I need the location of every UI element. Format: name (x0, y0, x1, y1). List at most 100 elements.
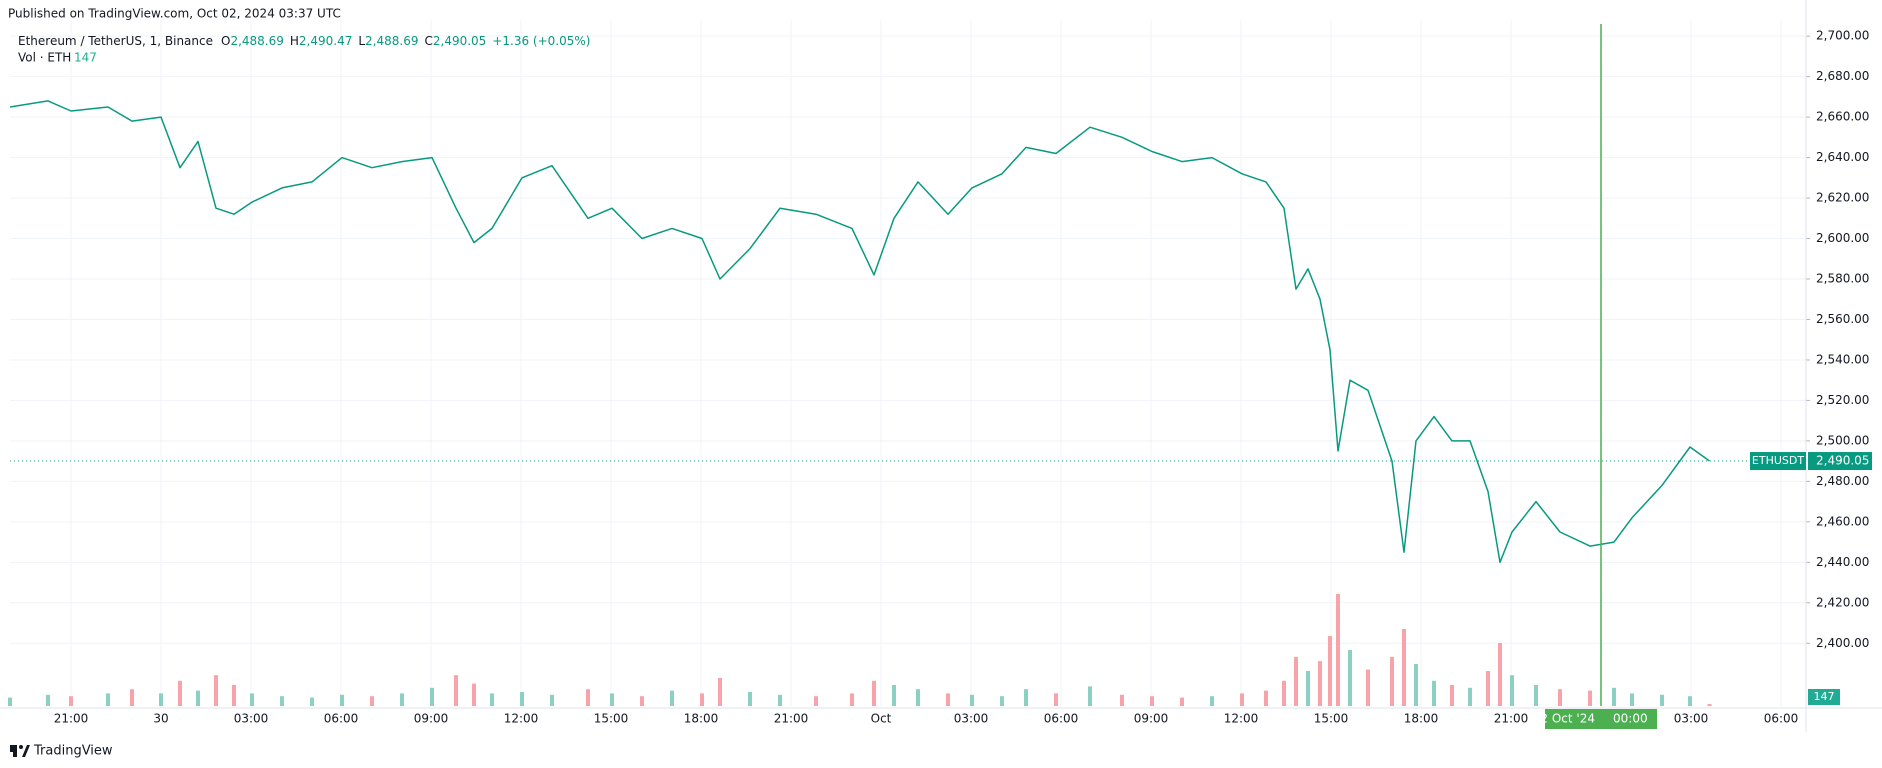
volume-bar (850, 693, 854, 706)
volume-bar (1088, 686, 1092, 706)
x-tick-label: Oct (871, 712, 892, 726)
volume-bar (1120, 694, 1124, 706)
y-tick-label: 2,520.00 (1816, 393, 1869, 407)
y-tick-label: 2,420.00 (1816, 595, 1869, 609)
legend-ohlc-value: 2,488.69 (365, 34, 418, 48)
crosshair-tag (1545, 709, 1657, 729)
x-tick-label: 15:00 (1314, 712, 1349, 726)
volume-bar (1534, 685, 1538, 706)
volume-bar (946, 693, 950, 706)
volume-bar (1510, 675, 1514, 706)
volume-bar (196, 690, 200, 706)
volume-bar (472, 683, 476, 706)
volume-bar (718, 678, 722, 706)
volume-bar (520, 692, 524, 706)
last-price-name: ETHUSDT (1752, 454, 1804, 467)
legend-ohlc-key: C (424, 34, 432, 48)
x-tick-label: 03:00 (1674, 712, 1709, 726)
volume-bar (1414, 664, 1418, 706)
volume-bar (892, 685, 896, 706)
volume-bar (1336, 594, 1340, 706)
volume-bar (1150, 696, 1154, 706)
y-tick-label: 2,600.00 (1816, 231, 1869, 245)
volume-bar (1660, 694, 1664, 706)
x-tick-label: 21:00 (1494, 712, 1529, 726)
price-line (9, 100, 1710, 564)
x-tick-label: 15:00 (594, 712, 629, 726)
volume-bar (670, 690, 674, 706)
volume-legend-name: Vol · ETH (18, 51, 71, 65)
x-tick-label: 06:00 (324, 712, 359, 726)
legend-ohlc-value: 2,490.47 (299, 34, 352, 48)
legend-symbol: Ethereum / TetherUS, 1, Binance (18, 34, 213, 48)
legend-ohlc-key: O (221, 34, 230, 48)
volume-bar (454, 675, 458, 706)
x-tick-label: 21:00 (774, 712, 809, 726)
volume-bar (1588, 690, 1592, 706)
volume-bar (1180, 697, 1184, 706)
volume-bar (872, 680, 876, 706)
logo-mark (19, 745, 23, 749)
legend-ohlc-value: 2,490.05 (433, 34, 486, 48)
volume-bar (1282, 680, 1286, 706)
volume-bar (1294, 657, 1298, 706)
y-tick-label: 2,660.00 (1816, 110, 1869, 124)
volume-bar (430, 687, 434, 706)
volume-bar (340, 694, 344, 706)
y-tick-label: 2,400.00 (1816, 636, 1869, 650)
volume-bar (1612, 687, 1616, 706)
x-tick-label: 12:00 (504, 712, 539, 726)
volume-bar (232, 685, 236, 706)
volume-bar (130, 689, 134, 706)
volume-bar (1688, 696, 1692, 706)
volume-bar (814, 696, 818, 706)
volume-bar (280, 696, 284, 706)
volume-bar (1468, 687, 1472, 706)
y-tick-label: 2,460.00 (1816, 514, 1869, 528)
x-tick-label: 21:00 (54, 712, 89, 726)
volume-bar (1240, 693, 1244, 706)
volume-bar (106, 693, 110, 706)
crosshair-time: 00:00 (1613, 712, 1648, 726)
last-price-box (1808, 452, 1872, 471)
logo-mark (13, 745, 17, 757)
volume-bar (178, 680, 182, 706)
volume-bar (640, 696, 644, 706)
volume-bar (1486, 671, 1490, 706)
volume-bar (1024, 689, 1028, 706)
volume-bar (1328, 636, 1332, 706)
x-tick-label: 09:00 (1134, 712, 1169, 726)
volume-tag-label: 147 (1814, 690, 1835, 703)
footer-logo: TradingView (10, 744, 113, 759)
volume-bar (8, 697, 12, 706)
x-tick-label: 09:00 (414, 712, 449, 726)
volume-bar (214, 675, 218, 706)
logo-mark (22, 745, 30, 757)
y-tick-label: 2,700.00 (1816, 29, 1869, 43)
volume-bar (1558, 689, 1562, 706)
volume-bar (1210, 696, 1214, 706)
volume-bar (1054, 693, 1058, 706)
legend-change: +1.36 (+0.05%) (492, 34, 590, 48)
x-tick-label: 06:00 (1044, 712, 1079, 726)
y-tick-label: 2,680.00 (1816, 69, 1869, 83)
x-tick-label: 03:00 (234, 712, 269, 726)
crosshair-date: 02 Oct '24 (1533, 712, 1595, 726)
last-price-tag (1750, 452, 1806, 471)
legend-ohlc-value: 2,488.69 (230, 34, 283, 48)
volume-bar (586, 689, 590, 706)
volume-bar (778, 694, 782, 706)
volume-bar (1450, 685, 1454, 706)
footer-text: TradingView (33, 744, 113, 759)
legend-line: Ethereum / TetherUS, 1, Binance O2,488.69… (18, 34, 590, 48)
volume-bar (1432, 680, 1436, 706)
volume-bar (1707, 703, 1712, 706)
x-tick-label: 18:00 (684, 712, 719, 726)
volume-bar (250, 693, 254, 706)
volume-bar (1402, 629, 1406, 706)
y-tick-label: 2,540.00 (1816, 352, 1869, 366)
y-tick-label: 2,440.00 (1816, 555, 1869, 569)
last-price-label: 2,490.05 (1816, 454, 1869, 468)
